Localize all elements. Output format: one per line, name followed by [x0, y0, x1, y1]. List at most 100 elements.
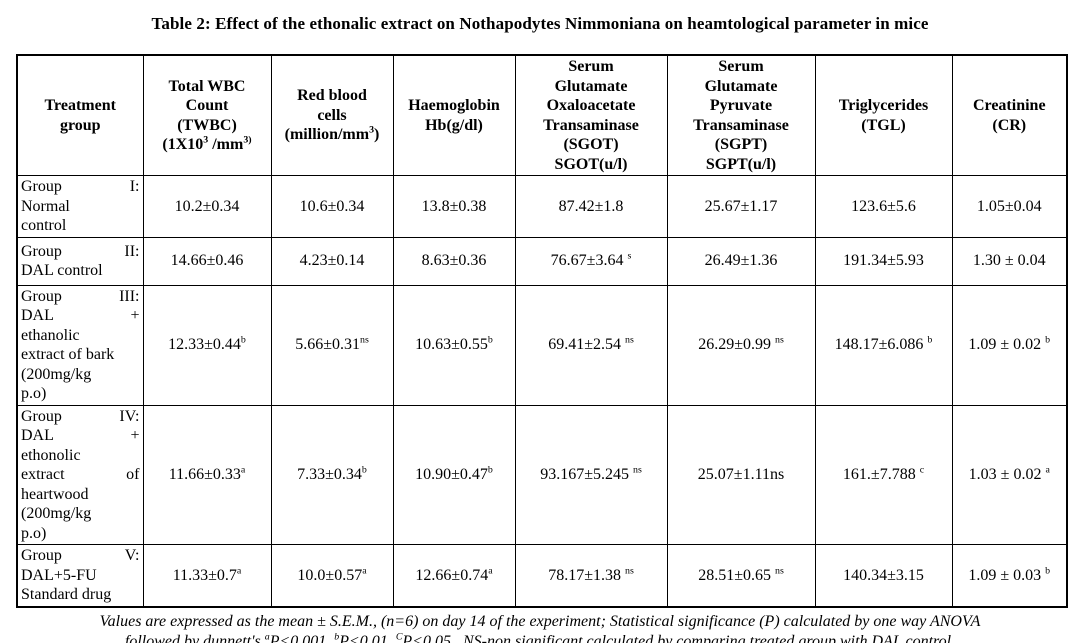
table-body: Group I: Normal control 10.2±0.34 10.6±0.34 13…	[16, 175, 1068, 608]
group-label-segment: extract	[21, 466, 65, 484]
significance-superscript: C	[395, 632, 403, 643]
group-label-line: (200mg/kg	[21, 365, 92, 383]
group-label-line: DAL control	[21, 262, 103, 280]
rbc-value-cell: 7.33±0.34b	[270, 404, 394, 546]
group-label-segment: IV:	[119, 407, 140, 425]
group-label-line: control	[21, 217, 67, 235]
group-label-segment: DAL	[21, 307, 54, 325]
significance-superscript: b	[1045, 565, 1051, 577]
group-label-line: extract of	[21, 465, 140, 485]
column-header-haemoglobin: Haemoglobin Hb(g/dl)	[392, 54, 516, 177]
triglycerides-value-cell: 161.±7.788 c	[814, 404, 953, 546]
group-label-line: ethonolic	[21, 446, 81, 464]
group-label-segment: +	[130, 427, 140, 445]
group-label-line: ethanolic	[21, 326, 80, 344]
group-label-line: DAL+5-FU	[21, 566, 97, 584]
group-label-line: DAL +	[21, 426, 140, 446]
group-label-segment: Group	[21, 178, 62, 196]
sgot-value-cell: 78.17±1.38 ns	[514, 544, 668, 608]
group-label-line: extract of bark	[21, 346, 115, 364]
significance-superscript: s	[627, 251, 632, 263]
group-label-segment: V:	[124, 547, 140, 565]
significance-superscript: ns	[624, 335, 634, 347]
significance-superscript: b	[361, 464, 367, 476]
twbc-value-cell: 11.33±0.7a	[142, 544, 272, 608]
twbc-value-cell: 12.33±0.44b	[142, 284, 272, 406]
haemoglobin-value-cell: 10.90±0.47b	[392, 404, 516, 546]
group-label-line: Standard drug	[21, 586, 112, 604]
column-header-treatment-group: Treatment group	[16, 54, 144, 177]
table-caption: Table 2: Effect of the ethonalic extract…	[151, 14, 929, 33]
group-label-segment: Group	[21, 287, 62, 305]
row-group-1-normal-control: Group I: Normal control 10.2±0.34 10.6±0.34 13…	[16, 175, 1068, 238]
row-group-5-dal-5fu-standard-drug: Group V: DAL+5-FU Standard drug 11.33±0.7a 10…	[16, 544, 1068, 608]
creatinine-value-cell: 1.03 ± 0.02 a	[951, 404, 1068, 546]
significance-superscript: a	[362, 565, 367, 577]
haemoglobin-value-cell: 10.63±0.55b	[392, 284, 516, 406]
creatinine-value-cell: 1.30 ± 0.04	[951, 236, 1068, 286]
rbc-value-cell: 4.23±0.14	[270, 236, 394, 286]
group-label-line: p.o)	[21, 524, 47, 542]
group-label-segment: Group	[21, 242, 62, 260]
creatinine-value-cell: 1.09 ± 0.02 b	[951, 284, 1068, 406]
treatment-group-cell: Group II: DAL control	[16, 236, 144, 286]
haemoglobin-value-cell: 13.8±0.38	[392, 175, 516, 238]
group-label-line: p.o)	[21, 385, 47, 403]
group-label-segment: I:	[129, 178, 140, 196]
creatinine-value-cell: 1.05±0.04	[951, 175, 1068, 238]
column-header-rbc: Red blood cells (million/mm3)	[270, 54, 394, 177]
significance-superscript: c	[919, 464, 925, 476]
results-table: Treatment group Total WBC Count (TWBC) (1…	[16, 54, 1068, 608]
creatinine-value-cell: 1.09 ± 0.03 b	[951, 544, 1068, 608]
significance-superscript: ns	[359, 335, 369, 347]
significance-superscript: b	[1045, 335, 1051, 347]
header-row: Treatment group Total WBC Count (TWBC) (1…	[16, 54, 1068, 177]
treatment-group-cell: Group V: DAL+5-FU Standard drug	[16, 544, 144, 608]
column-header-sgpt: Serum Glutamate Pyruvate Transaminase (S…	[666, 54, 816, 177]
group-label-line: Group III:	[21, 287, 140, 307]
rbc-value-cell: 10.0±0.57a	[270, 544, 394, 608]
sgpt-value-cell: 26.49±1.36	[666, 236, 816, 286]
rbc-value-cell: 5.66±0.31ns	[270, 284, 394, 406]
triglycerides-value-cell: 191.34±5.93	[814, 236, 953, 286]
haemoglobin-value-cell: 12.66±0.74a	[392, 544, 516, 608]
sgot-value-cell: 93.167±5.245 ns	[514, 404, 668, 546]
rbc-value-cell: 10.6±0.34	[270, 175, 394, 238]
column-header-twbc: Total WBC Count (TWBC) (1X103 /mm3)	[142, 54, 272, 177]
column-header-triglycerides: Triglycerides (TGL)	[814, 54, 953, 177]
group-label-line: heartwood	[21, 485, 89, 503]
sgot-value-cell: 87.42±1.8	[514, 175, 668, 238]
twbc-value-cell: 10.2±0.34	[142, 175, 272, 238]
group-label-segment: DAL	[21, 427, 54, 445]
triglycerides-value-cell: 123.6±5.6	[814, 175, 953, 238]
significance-superscript: a	[240, 464, 246, 476]
sgpt-value-cell: 26.29±0.99 ns	[666, 284, 816, 406]
group-label-segment: of	[126, 466, 140, 484]
row-group-3-dal-ethanolic-bark: Group III: DAL + ethanolic extract of bark (20…	[16, 284, 1068, 406]
significance-superscript: ns	[632, 464, 642, 476]
group-label-segment: III:	[119, 287, 140, 305]
significance-superscript: b	[487, 464, 493, 476]
significance-superscript: a	[264, 632, 270, 643]
group-label-segment: Group	[21, 547, 62, 565]
significance-superscript: b	[240, 335, 246, 347]
significance-superscript: ns	[774, 335, 784, 347]
sgpt-value-cell: 25.67±1.17	[666, 175, 816, 238]
group-label-line: Group I:	[21, 177, 140, 197]
sgot-value-cell: 69.41±2.54 ns	[514, 284, 668, 406]
haemoglobin-value-cell: 8.63±0.36	[392, 236, 516, 286]
group-label-line: Group II:	[21, 242, 140, 262]
column-header-sgot: Serum Glutamate Oxaloacetate Transaminas…	[514, 54, 668, 177]
treatment-group-cell: Group I: Normal control	[16, 175, 144, 238]
significance-superscript: a	[236, 565, 242, 577]
triglycerides-value-cell: 148.17±6.086 b	[814, 284, 953, 406]
footnote: Values are expressed as the mean ± S.E.M…	[99, 612, 981, 643]
sgot-value-cell: 76.67±3.64 s	[514, 236, 668, 286]
significance-superscript: a	[1045, 464, 1050, 476]
significance-superscript: b	[487, 335, 493, 347]
treatment-group-cell: Group IV: DAL + ethonolic extract of heartwood (…	[16, 404, 144, 546]
significance-superscript: a	[488, 565, 493, 577]
group-label-segment: +	[130, 307, 140, 325]
significance-superscript: ns	[624, 565, 634, 577]
